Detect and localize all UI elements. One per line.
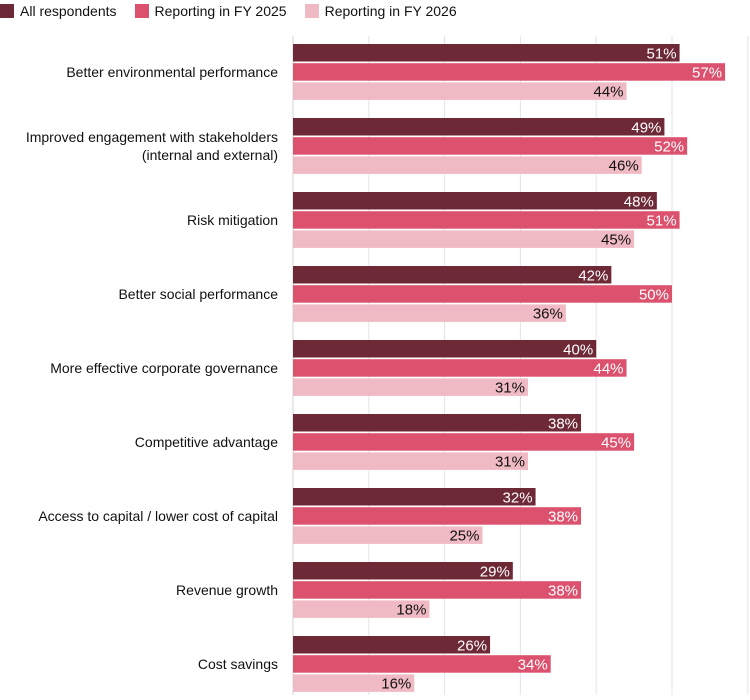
data-label: 25%	[449, 528, 479, 545]
data-label: 36%	[533, 306, 563, 323]
bar	[293, 63, 726, 81]
bar	[293, 156, 642, 174]
data-label: 31%	[495, 454, 525, 471]
data-label: 42%	[578, 267, 608, 284]
bar	[293, 581, 582, 599]
bar	[293, 285, 672, 303]
bar	[293, 655, 551, 673]
category-label: Access to capital / lower cost of capita…	[38, 508, 278, 524]
data-label: 38%	[548, 582, 578, 599]
legend-label-fy2025: Reporting in FY 2025	[154, 3, 287, 19]
bar	[293, 674, 415, 692]
bar	[293, 562, 513, 580]
bar	[293, 44, 680, 62]
bar	[293, 414, 582, 432]
bar	[293, 137, 688, 155]
category-label: (internal and external)	[142, 147, 278, 163]
legend-label-fy2026: Reporting in FY 2026	[324, 3, 457, 19]
legend-item-all-respondents: All respondents	[0, 3, 117, 19]
data-label: 34%	[518, 656, 548, 673]
category-label: Competitive advantage	[135, 434, 278, 450]
data-label: 45%	[601, 434, 631, 451]
legend-swatch-fy2025	[134, 4, 149, 18]
bar	[293, 82, 627, 100]
data-label: 16%	[381, 676, 411, 693]
data-label: 49%	[631, 119, 661, 136]
bar	[293, 118, 665, 136]
data-label: 50%	[639, 286, 669, 303]
bar	[293, 507, 582, 525]
bar	[293, 266, 612, 284]
category-label: Risk mitigation	[187, 212, 278, 228]
data-label: 45%	[601, 232, 631, 249]
bar	[293, 526, 483, 544]
data-label: 51%	[647, 45, 677, 62]
data-label: 38%	[548, 508, 578, 525]
data-label: 32%	[503, 489, 533, 506]
data-label: 44%	[593, 360, 623, 377]
bar	[293, 378, 528, 396]
bar	[293, 340, 597, 358]
data-label: 26%	[457, 637, 487, 654]
data-label: 29%	[480, 563, 510, 580]
legend-label-all-respondents: All respondents	[20, 3, 117, 19]
legend-swatch-fy2026	[304, 4, 319, 18]
category-label: Better social performance	[118, 286, 278, 302]
data-label: 31%	[495, 380, 525, 397]
category-label: Cost savings	[198, 656, 278, 672]
legend: All respondents Reporting in FY 2025 Rep…	[0, 0, 475, 22]
bar	[293, 636, 491, 654]
bar	[293, 359, 627, 377]
category-label: More effective corporate governance	[50, 360, 278, 376]
data-label: 40%	[563, 341, 593, 358]
data-label: 51%	[647, 212, 677, 229]
bar	[293, 600, 430, 618]
legend-item-fy2026: Reporting in FY 2026	[304, 3, 457, 19]
bar	[293, 304, 566, 322]
bar	[293, 452, 528, 470]
category-label: Revenue growth	[176, 582, 278, 598]
data-label: 46%	[609, 158, 639, 175]
data-label: 57%	[692, 64, 722, 81]
category-label: Improved engagement with stakeholders	[26, 129, 278, 145]
data-label: 38%	[548, 415, 578, 432]
data-label: 18%	[396, 602, 426, 619]
data-label: 44%	[593, 84, 623, 101]
category-label: Better environmental performance	[66, 64, 278, 80]
data-label: 52%	[654, 138, 684, 155]
bar	[293, 433, 635, 451]
bar	[293, 192, 657, 210]
legend-item-fy2025: Reporting in FY 2025	[134, 3, 287, 19]
data-label: 48%	[624, 193, 654, 210]
bar	[293, 211, 680, 229]
bar	[293, 230, 635, 248]
bar	[293, 488, 536, 506]
legend-swatch-all-respondents	[0, 4, 14, 18]
